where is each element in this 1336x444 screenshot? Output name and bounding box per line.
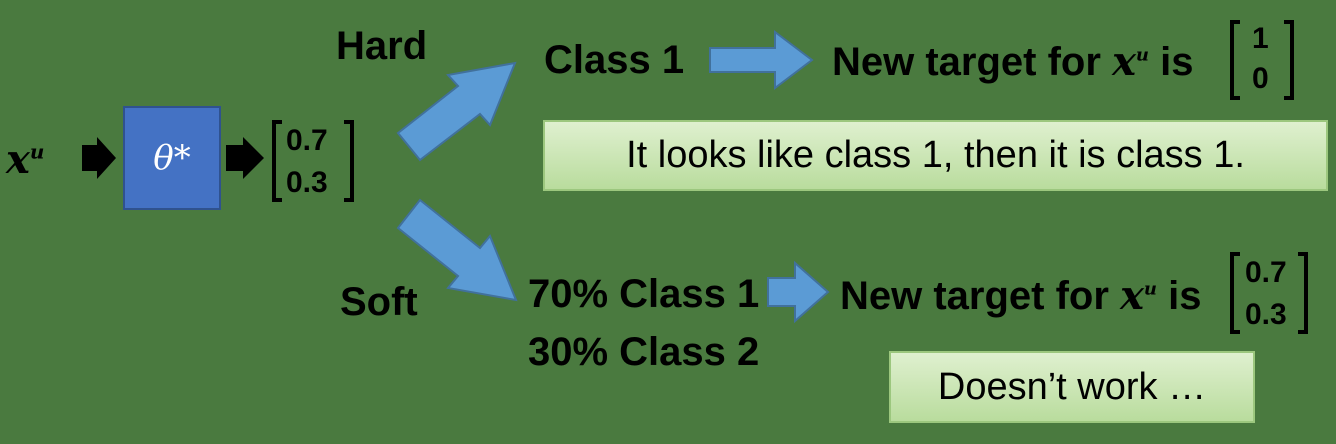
soft-line-2: 30% Class 2: [528, 330, 760, 374]
soft-vector-top: 0.7: [1245, 256, 1287, 289]
prediction-vector-bottom: 0.3: [286, 166, 328, 199]
model-box: θ*: [123, 106, 221, 210]
soft-vector-bracket-left: [1230, 252, 1240, 334]
soft-target-var: xu: [1120, 272, 1158, 319]
soft-target-label: New target for: [840, 274, 1109, 318]
input-superscript: u: [29, 139, 45, 164]
soft-target-text: New target for xu is: [840, 272, 1202, 319]
soft-explanation-box: Doesn’t work …: [889, 351, 1255, 423]
prediction-vector-top: 0.7: [286, 124, 328, 157]
input-x: x: [6, 136, 30, 183]
hard-vector-bracket-left: [1230, 20, 1240, 100]
soft-vector-bracket-right: [1298, 252, 1308, 334]
prediction-bracket-left: [272, 120, 282, 202]
soft-target-arrow: [767, 260, 830, 324]
hard-class-text: Class 1: [544, 38, 685, 82]
hard-target-label: New target for: [832, 40, 1101, 84]
soft-line-1: 70% Class 1: [528, 272, 760, 316]
soft-branch-arrow: [396, 198, 518, 302]
soft-is: is: [1168, 274, 1202, 318]
hard-vector-top: 1: [1252, 22, 1269, 55]
hard-vector-bottom: 0: [1252, 62, 1269, 95]
hard-is: is: [1160, 40, 1194, 84]
input-variable: xu: [6, 136, 44, 183]
soft-explanation-text: Doesn’t work …: [937, 365, 1207, 408]
hard-branch-arrow: [396, 61, 517, 162]
soft-vector-bottom: 0.3: [1245, 298, 1287, 331]
hard-target-var: xu: [1112, 38, 1150, 85]
hard-target-arrow: [709, 29, 814, 91]
output-arrow: [226, 137, 264, 179]
model-symbol: θ*: [153, 138, 191, 178]
soft-label: Soft: [340, 280, 418, 324]
hard-target-text: New target for xu is: [832, 38, 1194, 85]
input-arrow: [82, 137, 116, 179]
hard-label: Hard: [336, 24, 428, 68]
hard-vector-bracket-right: [1284, 20, 1294, 100]
prediction-bracket-right: [344, 120, 354, 202]
hard-explanation-text: It looks like class 1, then it is class …: [626, 134, 1245, 176]
hard-explanation-box: It looks like class 1, then it is class …: [543, 120, 1328, 191]
